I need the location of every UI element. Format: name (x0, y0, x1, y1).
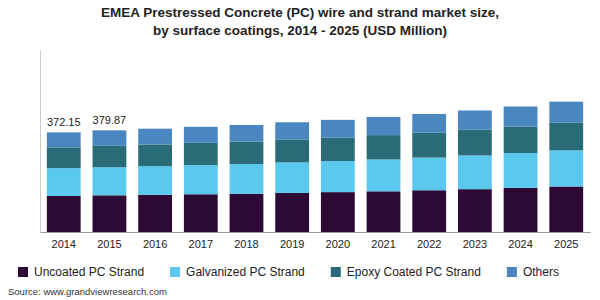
x-tick-label: 2025 (554, 238, 578, 250)
bar-segment (138, 166, 172, 195)
bar-segment (230, 164, 264, 194)
bar-segment (549, 102, 583, 123)
legend-swatch (18, 267, 28, 277)
bar-segment (184, 127, 218, 143)
bar-segment (367, 191, 401, 232)
bar-segment (412, 114, 446, 133)
x-tick-label: 2015 (97, 238, 121, 250)
legend-item: Epoxy Coated PC Strand (331, 265, 481, 279)
bar-segment (458, 130, 492, 156)
legend-label: Others (523, 265, 559, 279)
bar-segment (275, 193, 309, 232)
x-axis: 2014 2015 2016 2017 2018 2019 2020 2021 2022 2023… (41, 233, 591, 250)
x-tick-label: 2022 (417, 238, 441, 250)
legend-swatch (507, 267, 517, 277)
x-tick-label: 2024 (508, 238, 532, 250)
bar-segment (367, 117, 401, 135)
bar-segment (93, 130, 127, 145)
x-tick: 2020 (326, 238, 350, 250)
x-tick-label: 2020 (326, 238, 350, 250)
bar-segment (93, 167, 127, 195)
bar-segment (184, 165, 218, 194)
total-label: 372.15 (47, 116, 81, 128)
x-tick-label: 2014 (52, 238, 76, 250)
x-tick-label: 2019 (280, 238, 304, 250)
bar-segment (47, 168, 81, 196)
bar-segment (321, 120, 355, 138)
bar-segment (230, 125, 264, 142)
x-tick: 2021 (371, 238, 395, 250)
y-axis (40, 51, 41, 233)
x-tick-label: 2021 (371, 238, 395, 250)
x-axis-line (41, 232, 591, 233)
bar-segment (138, 144, 172, 166)
title: EMEA Prestressed Concrete (PC) wire and … (101, 5, 499, 20)
x-tick: 2016 (143, 238, 167, 250)
bar-segment (458, 189, 492, 232)
bar-segment (549, 150, 583, 186)
bar-segment (504, 188, 538, 232)
x-tick: 2015 (97, 238, 121, 250)
x-tick: 2018 (234, 238, 258, 250)
bar-segment (321, 192, 355, 232)
bar-segment (321, 138, 355, 162)
x-tick-label: 2023 (463, 238, 487, 250)
y-axis-line (40, 51, 41, 233)
legend-swatch (170, 267, 180, 277)
x-tick-label: 2016 (143, 238, 167, 250)
chart: EMEA Prestressed Concrete (PC) wire and … (0, 0, 600, 300)
bar-segment (93, 146, 127, 167)
legend-item: Others (507, 265, 559, 279)
bar-segment (275, 162, 309, 193)
bar-segment (47, 132, 81, 147)
legend-label: Uncoated PC Strand (34, 265, 144, 279)
bar-segment (549, 187, 583, 233)
bar-segment (184, 143, 218, 165)
source: Source: www.grandviewresearch.com (8, 286, 167, 297)
bar-segment (230, 194, 264, 232)
bar-segment (47, 147, 81, 168)
legend-swatch (331, 267, 341, 277)
bar-segment (230, 142, 264, 164)
legend-item: Uncoated PC Strand (18, 265, 144, 279)
bar-segment (138, 129, 172, 145)
subtitle: by surface coatings, 2014 - 2025 (USD Mi… (153, 23, 447, 38)
bar-segment (138, 195, 172, 232)
bar-segment (458, 110, 492, 129)
x-tick: 2019 (280, 238, 304, 250)
x-tick: 2017 (189, 238, 213, 250)
bar-segment (275, 139, 309, 162)
bar-segment (504, 127, 538, 153)
bar-segment (458, 155, 492, 189)
legend-label: Galvanized PC Strand (186, 265, 305, 279)
legend-label: Epoxy Coated PC Strand (347, 265, 481, 279)
bar-segment (412, 158, 446, 191)
x-tick: 2023 (463, 238, 487, 250)
total-label: 379.87 (93, 114, 127, 126)
legend: Uncoated PC Strand Galvanized PC Strand Ep… (18, 265, 559, 279)
bar-segment (549, 123, 583, 151)
x-tick: 2022 (417, 238, 441, 250)
bar-segment (367, 135, 401, 159)
bar-segment (412, 190, 446, 232)
x-tick: 2024 (508, 238, 532, 250)
x-tick-label: 2017 (189, 238, 213, 250)
legend-item: Galvanized PC Strand (170, 265, 305, 279)
x-tick: 2014 (52, 238, 76, 250)
bar-segment (504, 106, 538, 126)
x-tick: 2025 (554, 238, 578, 250)
bars (47, 102, 583, 232)
x-tick-label: 2018 (234, 238, 258, 250)
bar-segment (47, 196, 81, 232)
bar-segment (367, 159, 401, 191)
bar-segment (275, 122, 309, 139)
bar-segment (504, 153, 538, 188)
bar-segment (321, 161, 355, 192)
bar-segment (93, 195, 127, 232)
bar-segment (184, 194, 218, 232)
bar-segment (412, 133, 446, 158)
